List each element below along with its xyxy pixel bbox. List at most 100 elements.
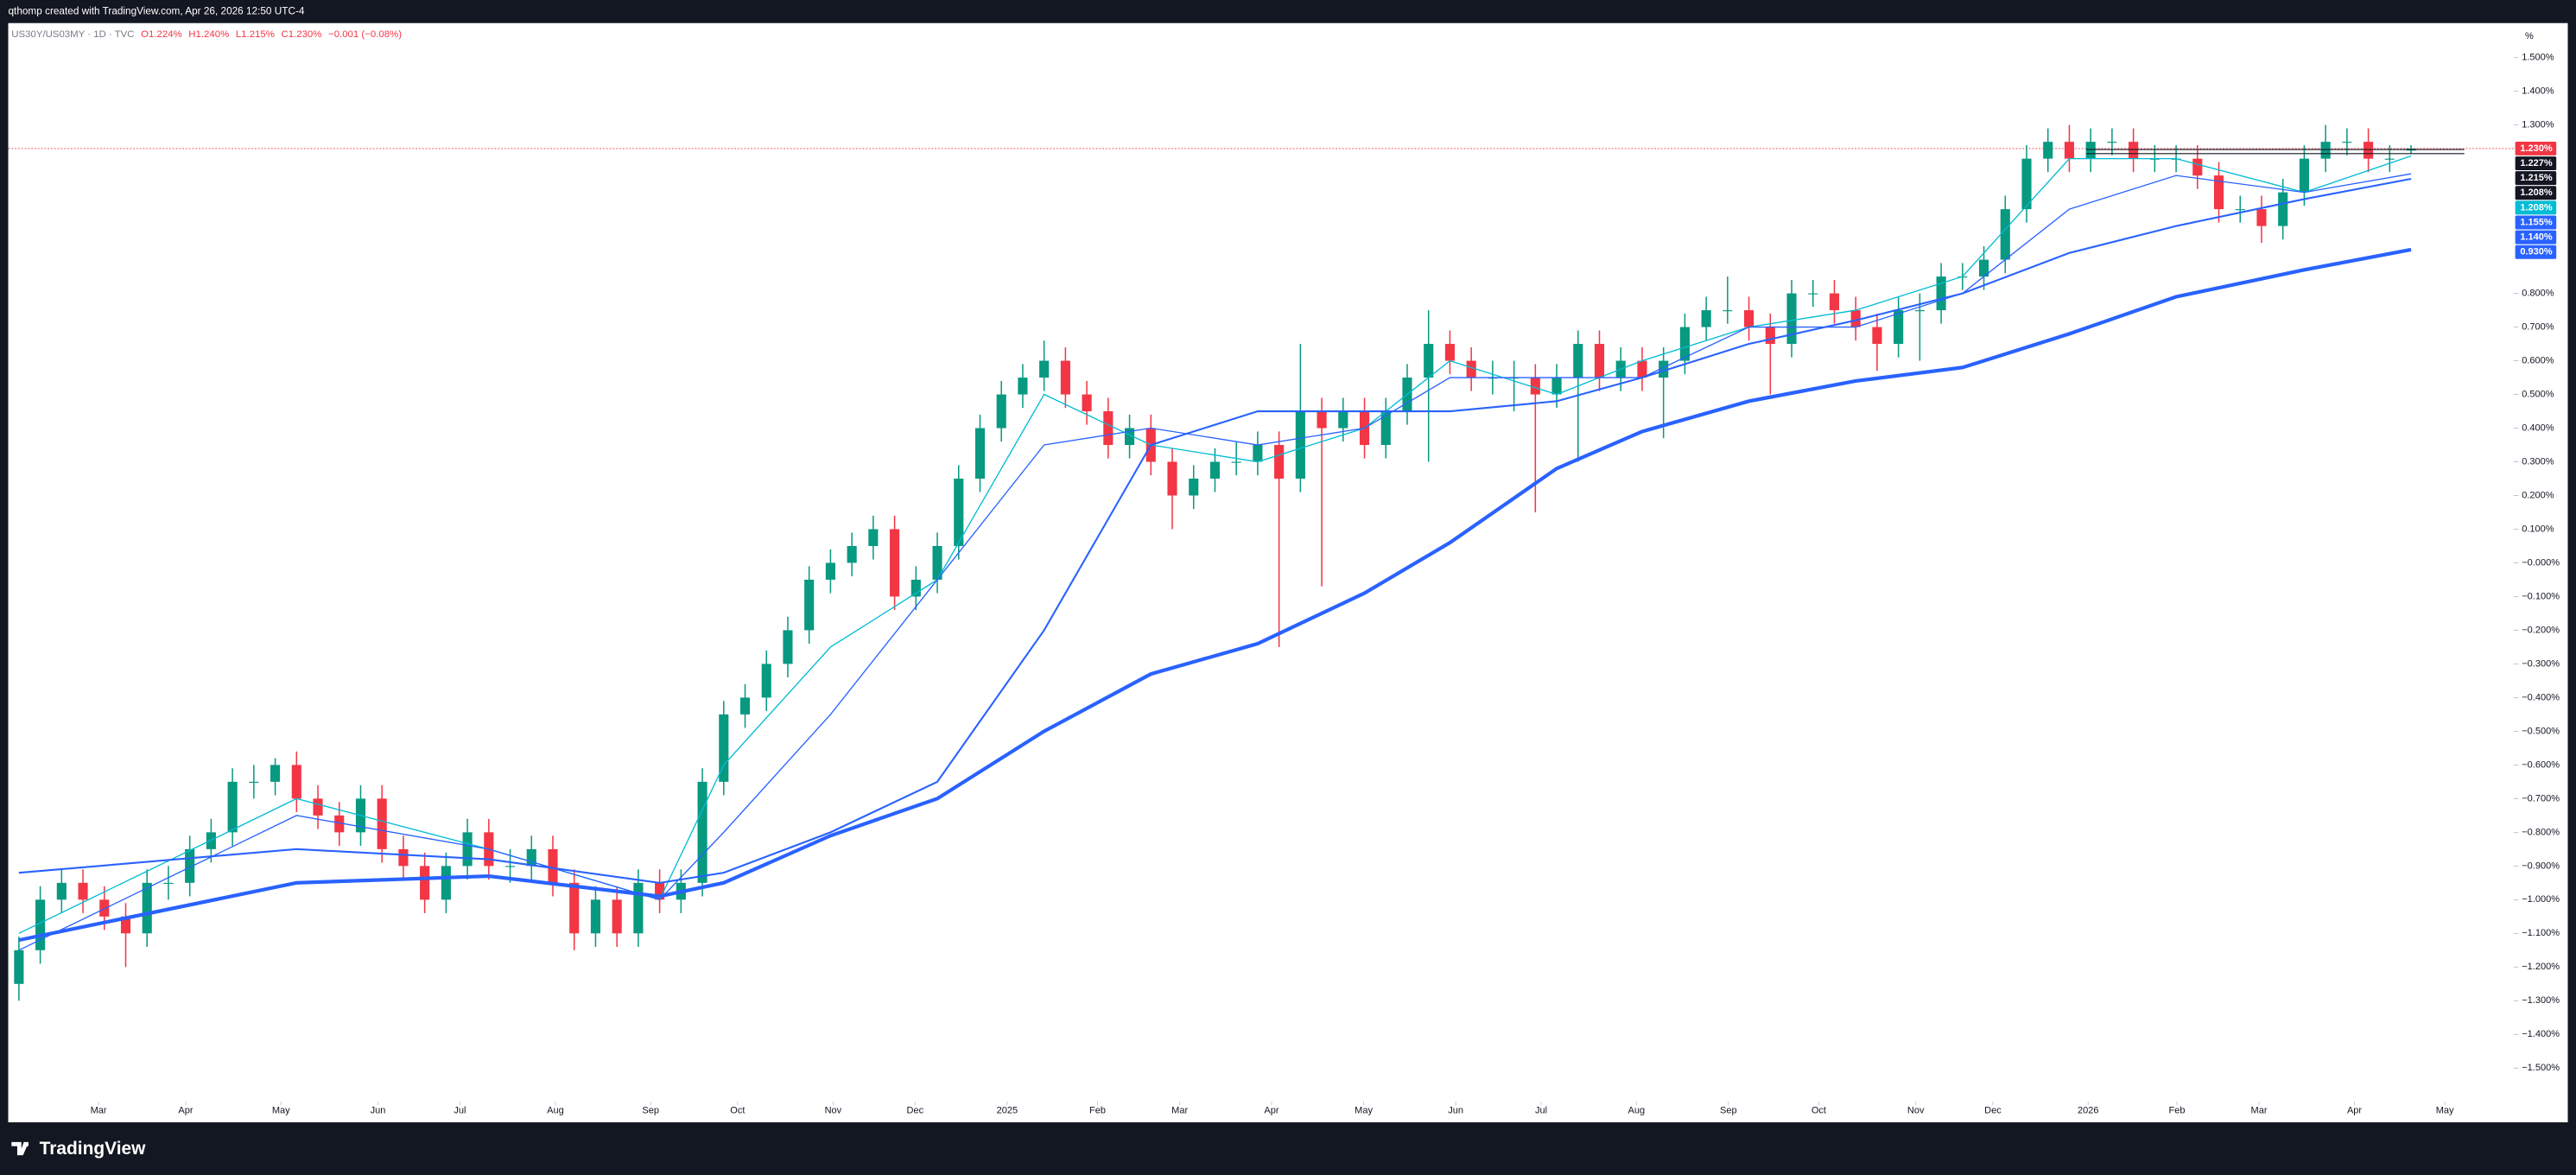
- candle-body: [1317, 411, 1327, 429]
- x-tick-label: Feb: [1089, 1106, 1106, 1116]
- candle-body: [163, 882, 174, 884]
- price-label-box: [2515, 186, 2557, 200]
- candle-body: [120, 916, 131, 934]
- candle-body: [804, 579, 815, 631]
- candle-body: [1039, 360, 1050, 378]
- candle-body: [398, 848, 409, 867]
- candle-body: [377, 798, 387, 849]
- candle-body: [1444, 344, 1455, 361]
- candle-body: [548, 848, 558, 883]
- x-tick-label: Feb: [2169, 1106, 2186, 1116]
- candle-body: [590, 899, 601, 934]
- candle-body: [2192, 158, 2203, 176]
- candle-body: [249, 781, 259, 784]
- price-label: 1.230%: [2520, 143, 2553, 154]
- candle-body: [2235, 209, 2245, 211]
- candle-body: [420, 866, 430, 900]
- price-label-box: [2515, 245, 2557, 259]
- legend-value: H1.240%: [188, 29, 229, 40]
- price-label: 1.208%: [2520, 202, 2553, 213]
- symbol: US30Y/US03MY · 1D · TVC: [11, 29, 134, 40]
- y-tick-label: −1.200%: [2522, 962, 2560, 972]
- candle-body: [2363, 142, 2374, 159]
- x-tick-label: Apr: [178, 1106, 193, 1116]
- price-label-box: [2515, 171, 2557, 186]
- price-label-box: [2515, 156, 2557, 171]
- x-tick-label: Dec: [907, 1106, 924, 1116]
- candle-body: [1209, 461, 1221, 480]
- brand-logo: [11, 1141, 29, 1156]
- x-tick-label: Sep: [1720, 1106, 1737, 1116]
- legend-value: O1.224%: [141, 29, 182, 40]
- candle-body: [1723, 310, 1733, 312]
- x-tick-label: Jun: [371, 1106, 386, 1116]
- moving-average: [18, 247, 2412, 943]
- candle-body: [996, 394, 1006, 429]
- candle-body: [313, 798, 323, 816]
- candle-body: [868, 529, 879, 546]
- candle-body: [1936, 276, 1946, 311]
- candle-body: [2299, 158, 2309, 193]
- candle-body: [2000, 209, 2010, 260]
- x-tick-label: Jul: [1535, 1106, 1547, 1116]
- candle-body: [974, 428, 986, 480]
- x-tick-label: Jul: [454, 1106, 466, 1116]
- x-tick-label: May: [1355, 1106, 1373, 1116]
- price-label: 1.140%: [2520, 232, 2553, 243]
- price-label-box: [2515, 141, 2557, 156]
- y-tick-label: −0.800%: [2522, 827, 2560, 837]
- candle-body: [1082, 394, 1092, 412]
- y-tick-label: −1.500%: [2522, 1063, 2560, 1073]
- price-label: 1.155%: [2520, 217, 2553, 227]
- y-tick-label: 0.100%: [2522, 524, 2554, 534]
- y-tick-label: −0.600%: [2522, 759, 2560, 770]
- candle-body: [1637, 360, 1647, 378]
- y-tick-label: 0.200%: [2522, 490, 2554, 500]
- candle-body: [1594, 344, 1605, 378]
- x-tick-label: May: [2436, 1106, 2454, 1116]
- candle-body: [1573, 344, 1583, 378]
- y-tick-label: −0.200%: [2522, 625, 2560, 635]
- price-label: 1.215%: [2520, 173, 2553, 183]
- candle-body: [1253, 445, 1263, 462]
- candle-body: [185, 848, 195, 883]
- candle-body: [2085, 142, 2096, 159]
- candle-body: [1295, 411, 1305, 480]
- y-tick-label: 0.500%: [2522, 389, 2554, 399]
- x-tick-label: Apr: [2347, 1106, 2362, 1116]
- candle-body: [697, 781, 707, 883]
- candle-body: [1679, 327, 1690, 361]
- candle-body: [2256, 209, 2267, 226]
- candle-body: [569, 882, 580, 934]
- candle-body: [739, 697, 751, 715]
- legend-value: C1.230%: [281, 29, 321, 40]
- y-tick-label: −0.100%: [2522, 591, 2560, 601]
- price-label: 1.227%: [2520, 158, 2553, 168]
- y-tick-label: 1.400%: [2522, 86, 2554, 97]
- candle-body: [1189, 479, 1199, 496]
- candle-body: [1060, 360, 1070, 395]
- candle-body: [56, 882, 67, 900]
- candle-body: [291, 765, 301, 799]
- candle-body: [1018, 378, 1028, 395]
- price-label-box: [2515, 230, 2557, 245]
- x-tick-label: Aug: [1627, 1106, 1645, 1116]
- candle-body: [1765, 327, 1775, 345]
- y-tick-label: −0.500%: [2522, 726, 2560, 736]
- legend-value: L1.215%: [236, 29, 275, 40]
- brand: TradingView: [40, 1139, 147, 1159]
- candle-body: [2021, 158, 2032, 210]
- moving-average: [18, 177, 2412, 884]
- y-tick-label: 0.600%: [2522, 355, 2554, 365]
- credit: qthomp created with TradingView.com, Apr…: [9, 6, 305, 17]
- candle-body: [1274, 445, 1285, 480]
- x-tick-label: 2025: [997, 1106, 1018, 1116]
- candle-body: [504, 866, 516, 867]
- candle-body: [1466, 360, 1476, 378]
- candle-body: [1850, 310, 1861, 327]
- x-tick-label: Mar: [1171, 1106, 1188, 1116]
- y-tick-label: −1.100%: [2522, 928, 2560, 938]
- candle-body: [1659, 360, 1669, 378]
